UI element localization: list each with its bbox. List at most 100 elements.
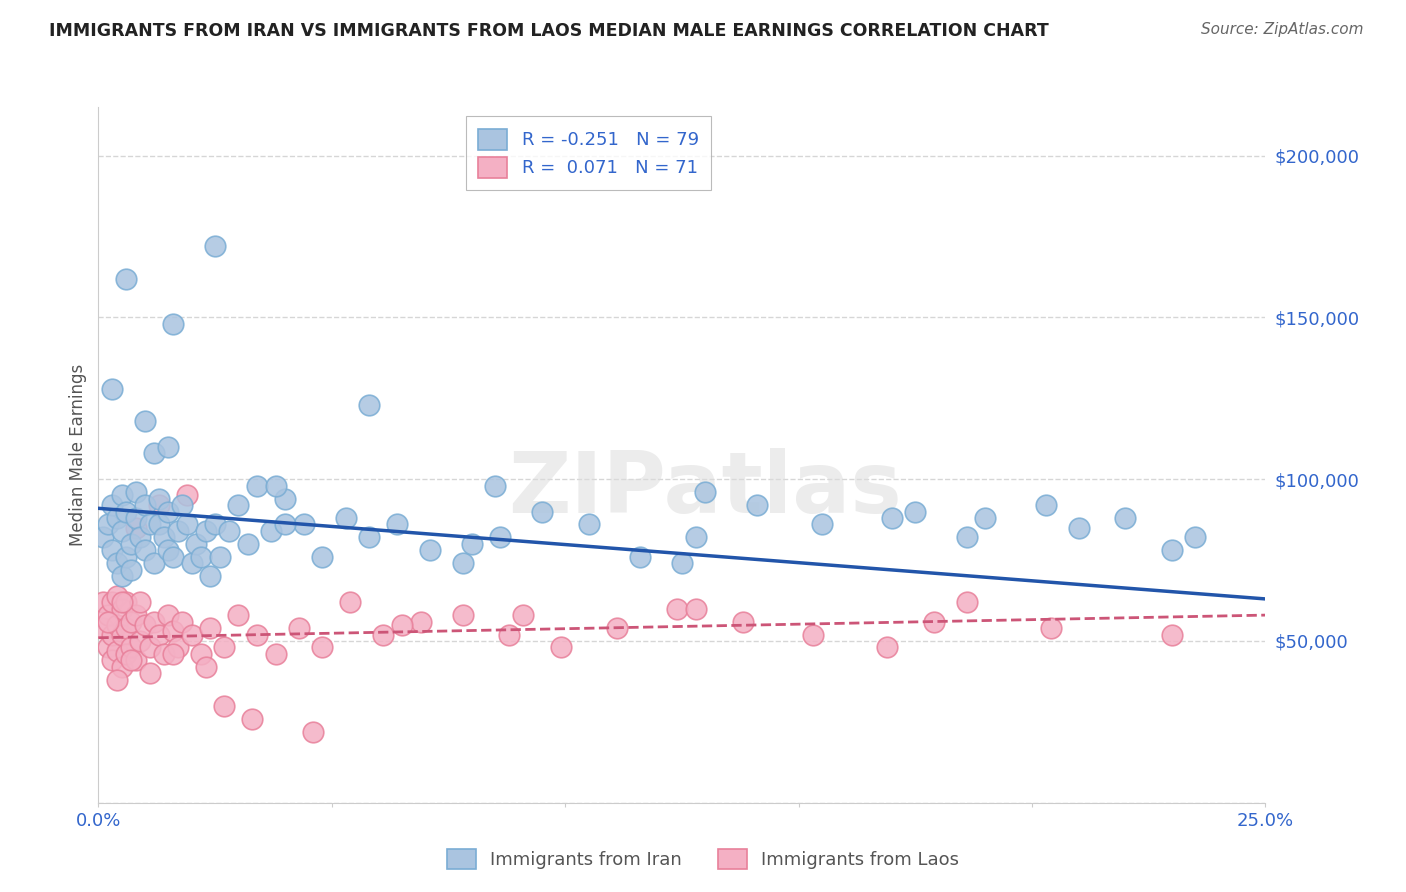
- Point: [101, 653, 124, 667]
- Point: [246, 627, 269, 641]
- Point: [148, 498, 170, 512]
- Point: [461, 537, 484, 551]
- Point: [1035, 498, 1057, 512]
- Point: [125, 521, 148, 535]
- Y-axis label: Median Male Earnings: Median Male Earnings: [69, 364, 87, 546]
- Point: [162, 647, 184, 661]
- Point: [97, 640, 120, 655]
- Point: [236, 537, 259, 551]
- Point: [974, 511, 997, 525]
- Point: [311, 549, 333, 564]
- Point: [218, 524, 240, 538]
- Point: [157, 440, 180, 454]
- Point: [111, 569, 134, 583]
- Point: [1067, 521, 1090, 535]
- Point: [214, 640, 236, 655]
- Point: [419, 543, 441, 558]
- Point: [373, 627, 395, 641]
- Point: [1161, 543, 1184, 558]
- Point: [451, 608, 474, 623]
- Point: [129, 531, 152, 545]
- Point: [200, 621, 222, 635]
- Point: [264, 647, 287, 661]
- Point: [157, 504, 180, 518]
- Point: [190, 647, 212, 661]
- Text: Source: ZipAtlas.com: Source: ZipAtlas.com: [1201, 22, 1364, 37]
- Point: [162, 317, 184, 331]
- Point: [214, 698, 236, 713]
- Point: [292, 517, 315, 532]
- Point: [228, 498, 250, 512]
- Point: [111, 660, 134, 674]
- Point: [204, 517, 226, 532]
- Point: [105, 643, 128, 657]
- Point: [339, 595, 361, 609]
- Point: [139, 517, 162, 532]
- Point: [115, 621, 138, 635]
- Point: [180, 557, 202, 571]
- Point: [101, 627, 124, 641]
- Point: [162, 624, 184, 639]
- Point: [101, 498, 124, 512]
- Point: [208, 549, 231, 564]
- Point: [125, 485, 148, 500]
- Point: [134, 498, 156, 512]
- Point: [1039, 621, 1062, 635]
- Point: [489, 531, 512, 545]
- Point: [409, 615, 432, 629]
- Point: [162, 549, 184, 564]
- Point: [578, 517, 600, 532]
- Point: [115, 595, 138, 609]
- Point: [125, 511, 148, 525]
- Point: [111, 627, 134, 641]
- Point: [671, 557, 693, 571]
- Point: [134, 414, 156, 428]
- Point: [550, 640, 572, 655]
- Point: [260, 524, 283, 538]
- Point: [91, 621, 114, 635]
- Point: [451, 557, 474, 571]
- Text: IMMIGRANTS FROM IRAN VS IMMIGRANTS FROM LAOS MEDIAN MALE EARNINGS CORRELATION CH: IMMIGRANTS FROM IRAN VS IMMIGRANTS FROM …: [49, 22, 1049, 40]
- Point: [498, 627, 520, 641]
- Point: [143, 446, 166, 460]
- Point: [172, 615, 194, 629]
- Point: [105, 511, 128, 525]
- Point: [186, 537, 208, 551]
- Point: [105, 617, 128, 632]
- Point: [157, 608, 180, 623]
- Point: [904, 504, 927, 518]
- Point: [101, 382, 124, 396]
- Point: [956, 595, 979, 609]
- Point: [115, 504, 138, 518]
- Point: [157, 543, 180, 558]
- Point: [246, 478, 269, 492]
- Point: [484, 478, 506, 492]
- Point: [666, 601, 689, 615]
- Point: [190, 549, 212, 564]
- Point: [242, 712, 264, 726]
- Point: [129, 634, 152, 648]
- Point: [148, 627, 170, 641]
- Point: [204, 239, 226, 253]
- Point: [176, 517, 198, 532]
- Point: [200, 569, 222, 583]
- Point: [274, 517, 297, 532]
- Point: [194, 524, 217, 538]
- Point: [288, 621, 311, 635]
- Point: [359, 531, 381, 545]
- Point: [143, 557, 166, 571]
- Point: [101, 595, 124, 609]
- Point: [105, 557, 128, 571]
- Point: [228, 608, 250, 623]
- Point: [176, 488, 198, 502]
- Point: [125, 653, 148, 667]
- Point: [731, 615, 754, 629]
- Point: [385, 517, 408, 532]
- Point: [115, 647, 138, 661]
- Point: [1184, 531, 1206, 545]
- Point: [264, 478, 287, 492]
- Point: [97, 608, 120, 623]
- Point: [148, 491, 170, 506]
- Point: [139, 640, 162, 655]
- Point: [180, 627, 202, 641]
